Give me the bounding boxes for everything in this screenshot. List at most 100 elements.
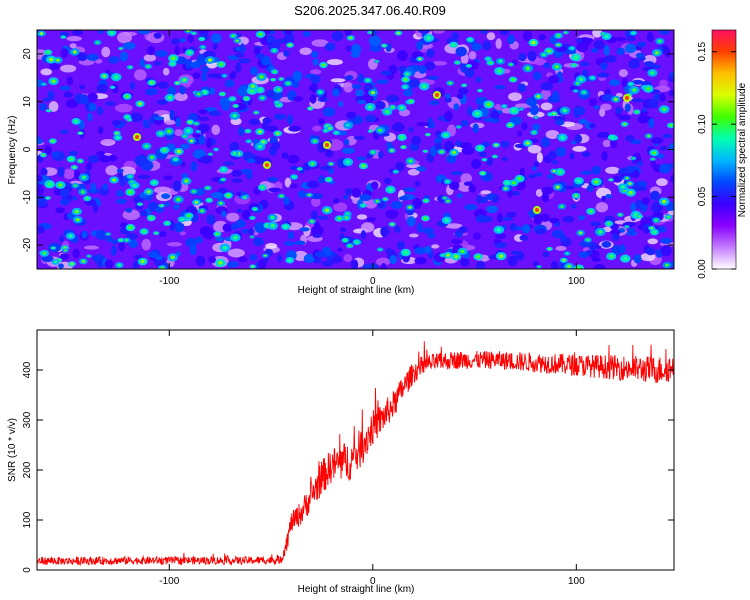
heatmap-cell-low bbox=[133, 69, 147, 81]
heatmap-cell-core bbox=[138, 102, 143, 106]
heatmap-cell bbox=[424, 245, 432, 254]
heatmap-cell bbox=[611, 244, 621, 256]
heatmap-cell bbox=[528, 173, 536, 179]
heatmap-cell-core bbox=[182, 78, 186, 82]
heatmap-cell bbox=[155, 50, 168, 58]
heatmap-cell bbox=[460, 119, 469, 127]
heatmap-cell bbox=[370, 181, 379, 190]
heatmap-cell bbox=[490, 110, 500, 120]
heatmap-cell-core bbox=[542, 53, 546, 57]
heatmap-cell-core bbox=[270, 215, 275, 220]
heatmap-cell-core bbox=[288, 258, 292, 262]
heatmap-cell bbox=[659, 145, 668, 151]
snr-x-ticks: -100 0 100 bbox=[159, 330, 585, 587]
heatmap-cell-core bbox=[454, 254, 459, 259]
heatmap-cell-core bbox=[576, 266, 582, 269]
heatmap-cell-low bbox=[179, 231, 186, 236]
heatmap-cell-core bbox=[81, 260, 86, 263]
heatmap-cell bbox=[632, 169, 640, 179]
heatmap-cell-core bbox=[203, 90, 207, 94]
heatmap-cell bbox=[578, 215, 586, 221]
heatmap-cell-core bbox=[308, 194, 311, 197]
heatmap-cell bbox=[624, 103, 631, 112]
heatmap-cell bbox=[589, 221, 601, 227]
heatmap-cell bbox=[578, 251, 589, 258]
heatmap-cell bbox=[517, 130, 523, 137]
heatmap-cell bbox=[179, 38, 186, 43]
heatmap-cell bbox=[600, 62, 608, 70]
heatmap-cell bbox=[343, 194, 349, 200]
heatmap-cell bbox=[344, 75, 354, 81]
heatmap-cell bbox=[237, 86, 249, 97]
heatmap-cell-low bbox=[284, 177, 292, 188]
heatmap-cell bbox=[392, 122, 405, 132]
heatmap-cell bbox=[213, 73, 225, 79]
heatmap-cell-core bbox=[403, 250, 408, 255]
heatmap-cell-core bbox=[280, 78, 283, 80]
heatmap-cell bbox=[517, 83, 527, 93]
heatmap-cell-core bbox=[486, 102, 492, 107]
heatmap-cell-core bbox=[574, 90, 577, 92]
heatmap-cell bbox=[375, 100, 386, 110]
snr-x-tick-label: 100 bbox=[568, 576, 585, 587]
heatmap-cell bbox=[355, 89, 364, 97]
heatmap-cell-core bbox=[292, 175, 296, 179]
heatmap-cell-low bbox=[310, 69, 322, 75]
heatmap-cell bbox=[241, 209, 251, 221]
heatmap-cell-core bbox=[288, 43, 292, 47]
heatmap-cell-core bbox=[111, 86, 114, 89]
heatmap-cell-core bbox=[222, 245, 228, 250]
heatmap-cell bbox=[79, 94, 89, 105]
heatmap-cell bbox=[475, 76, 482, 83]
heatmap-cell-core bbox=[610, 136, 614, 139]
heatmap-cell bbox=[206, 214, 216, 225]
heatmap-cell-low bbox=[527, 144, 542, 154]
heatmap-cell bbox=[494, 233, 507, 239]
heatmap-cell bbox=[311, 225, 324, 236]
heatmap-cell-low bbox=[116, 31, 133, 44]
heatmap-cell bbox=[591, 257, 602, 262]
heatmap-cell bbox=[287, 231, 295, 240]
heatmap-cell bbox=[380, 263, 387, 269]
heatmap-cell-low bbox=[166, 242, 183, 247]
heatmap-cell bbox=[189, 244, 197, 256]
heatmap-cell bbox=[238, 126, 244, 136]
heatmap-cell bbox=[590, 48, 599, 53]
heatmap-cell-core bbox=[610, 179, 612, 181]
heatmap-cell bbox=[579, 61, 590, 67]
heatmap-cell bbox=[641, 107, 648, 113]
heatmap-cell-core bbox=[497, 69, 502, 73]
heatmap-cell bbox=[603, 45, 610, 56]
heatmap-cell-core bbox=[183, 135, 186, 138]
heatmap-cell bbox=[364, 85, 372, 90]
heatmap-cell bbox=[96, 260, 104, 268]
heatmap-cell-low bbox=[508, 92, 522, 102]
heatmap-cell bbox=[148, 251, 159, 258]
heatmap-cell bbox=[519, 234, 528, 241]
heatmap-cell-core bbox=[349, 36, 353, 40]
heatmap-cell-core bbox=[162, 148, 167, 152]
heatmap-cell-core bbox=[405, 72, 409, 76]
heatmap-cell bbox=[351, 187, 362, 198]
heatmap-cell bbox=[580, 37, 594, 43]
heatmap-cell bbox=[321, 260, 334, 267]
heatmap-cell-core bbox=[397, 31, 400, 35]
heatmap-cell-core bbox=[180, 218, 184, 221]
heatmap-cell bbox=[601, 241, 612, 248]
heatmap-cell bbox=[456, 93, 464, 100]
heatmap-cell-core bbox=[567, 264, 571, 268]
heatmap-cell-core bbox=[394, 170, 397, 173]
heatmap-cell bbox=[427, 232, 436, 239]
heatmap-cell bbox=[192, 72, 201, 79]
heatmap-cell-core bbox=[424, 150, 427, 152]
heatmap-cell-core bbox=[403, 85, 407, 89]
heatmap-cell-core bbox=[564, 31, 567, 34]
heatmap-cell-core bbox=[335, 131, 338, 134]
heatmap-cell bbox=[292, 70, 303, 82]
heatmap-cell-low bbox=[105, 165, 119, 176]
heatmap-cell bbox=[237, 256, 248, 263]
heatmap-cell-core bbox=[283, 225, 288, 229]
heatmap-cell bbox=[234, 53, 245, 58]
heatmap-y-tick-label: -10 bbox=[22, 190, 33, 205]
heatmap-cell bbox=[625, 135, 635, 142]
